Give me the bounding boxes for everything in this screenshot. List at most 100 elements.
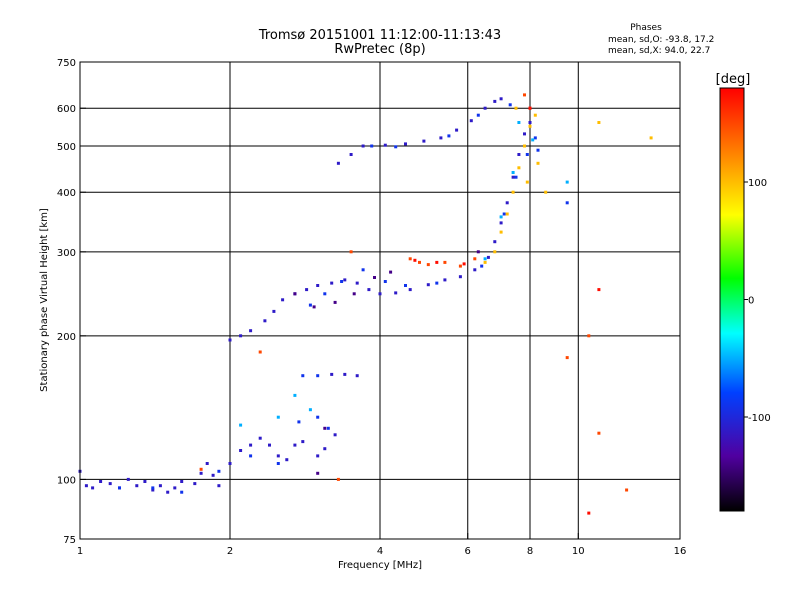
- x-axis-label: Frequency [MHz]: [338, 560, 422, 571]
- data-point: [523, 93, 526, 97]
- data-point: [499, 221, 503, 225]
- data-point: [587, 334, 591, 338]
- data-point: [458, 264, 462, 268]
- data-point: [404, 284, 407, 287]
- data-point: [326, 426, 330, 430]
- data-point: [525, 153, 529, 156]
- data-point: [316, 284, 320, 287]
- data-point: [361, 268, 365, 272]
- data-point: [469, 119, 473, 123]
- data-point: [316, 374, 320, 378]
- data-point: [443, 278, 447, 282]
- data-point: [597, 121, 601, 124]
- data-point: [480, 264, 484, 268]
- data-point: [565, 180, 569, 184]
- data-point: [211, 473, 215, 477]
- data-point: [418, 260, 421, 264]
- data-point: [404, 142, 407, 146]
- data-point: [343, 278, 347, 282]
- y-tick-label: 300: [57, 248, 76, 259]
- data-point: [523, 132, 526, 136]
- data-point: [330, 372, 334, 376]
- data-point: [276, 454, 280, 458]
- data-point: [483, 260, 487, 264]
- data-point: [389, 270, 393, 274]
- data-point: [523, 144, 526, 148]
- data-point: [330, 281, 334, 285]
- data-point: [349, 250, 353, 254]
- x-tick-label: 4: [377, 546, 383, 557]
- data-point: [276, 415, 280, 419]
- x-tick-label: 16: [674, 546, 687, 557]
- data-point: [373, 276, 376, 279]
- data-point: [597, 431, 601, 435]
- gridlines: [80, 62, 680, 539]
- data-point: [151, 486, 155, 490]
- data-point: [505, 201, 509, 205]
- data-point: [126, 477, 130, 481]
- data-point: [525, 180, 529, 184]
- data-point: [361, 144, 365, 148]
- data-point: [355, 374, 359, 378]
- colorbar-tick-label: -100: [748, 413, 771, 424]
- data-point: [305, 288, 309, 292]
- data-point: [349, 153, 353, 156]
- data-point: [422, 139, 426, 143]
- data-point: [228, 338, 232, 342]
- data-point: [258, 436, 262, 440]
- data-point: [228, 462, 232, 465]
- data-point: [426, 283, 430, 287]
- data-point: [536, 148, 540, 152]
- data-point: [355, 281, 359, 285]
- data-point: [84, 484, 88, 488]
- data-point: [263, 319, 267, 323]
- data-point: [408, 257, 412, 261]
- data-point: [528, 106, 532, 110]
- data-point: [383, 280, 387, 283]
- data-point: [312, 305, 316, 309]
- data-point: [435, 260, 439, 264]
- stats-x-mode: mean, sd,X: 94.0, 22.7: [608, 46, 710, 56]
- data-point: [297, 420, 301, 424]
- data-point: [239, 449, 243, 452]
- x-tick-label: 8: [527, 546, 533, 557]
- y-tick-label: 75: [63, 535, 76, 546]
- data-point: [308, 303, 312, 307]
- data-point: [193, 482, 197, 486]
- data-point: [367, 288, 371, 292]
- data-point: [91, 486, 95, 490]
- data-point: [528, 124, 532, 128]
- data-point: [476, 113, 480, 117]
- data-point: [293, 393, 297, 397]
- data-point: [565, 201, 569, 205]
- data-point: [499, 97, 503, 101]
- data-point: [118, 486, 121, 490]
- data-point: [517, 166, 521, 170]
- data-point: [511, 190, 515, 194]
- data-point: [108, 482, 112, 486]
- data-point: [514, 106, 518, 110]
- data-point: [239, 423, 243, 427]
- data-point: [217, 484, 221, 488]
- data-point: [528, 121, 532, 124]
- data-point: [394, 291, 398, 295]
- stats-o-mode: mean, sd,O: -93.8, 17.2: [608, 35, 714, 45]
- y-tick-label: 500: [57, 142, 76, 153]
- data-point: [268, 443, 271, 447]
- data-point: [166, 490, 170, 494]
- data-points: [78, 93, 653, 515]
- data-point: [517, 153, 521, 156]
- data-point: [333, 433, 337, 437]
- data-point: [625, 488, 629, 492]
- data-point: [340, 280, 344, 283]
- data-point: [473, 268, 477, 272]
- x-axis-ticks: 1 2 4 6 8 10 16: [77, 533, 687, 557]
- x-tick-label: 10: [572, 546, 585, 557]
- x-tick-label: 2: [227, 546, 233, 557]
- data-point: [508, 103, 512, 107]
- data-point: [447, 134, 451, 138]
- data-point: [486, 255, 490, 259]
- data-point: [426, 263, 430, 267]
- data-point: [301, 374, 305, 378]
- data-point: [205, 462, 209, 465]
